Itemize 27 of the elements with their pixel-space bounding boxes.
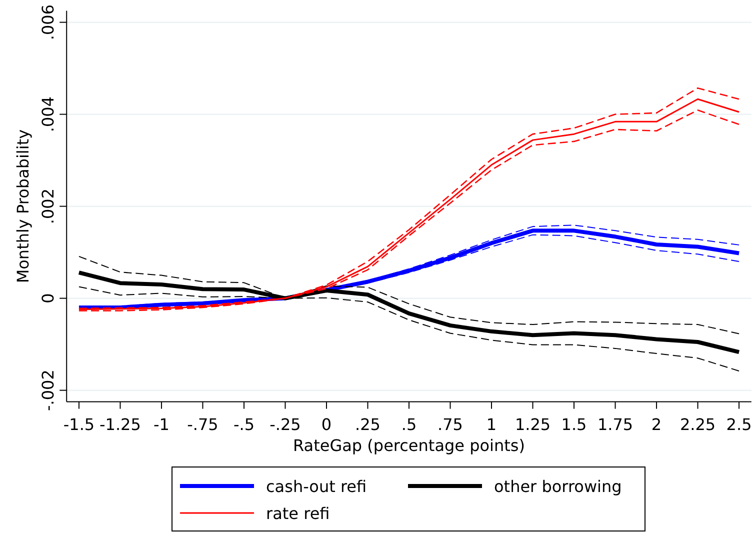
x-tick-label: -.75 — [187, 415, 218, 434]
x-tick-label: .75 — [438, 415, 463, 434]
x-tick-label: 0 — [321, 415, 332, 434]
y-tick-label: .004 — [38, 96, 58, 132]
y-tick-label: .006 — [38, 4, 58, 40]
x-tick-label: 1.25 — [514, 415, 551, 434]
y-tick-label: .002 — [38, 188, 58, 224]
x-tick-label: .5 — [401, 415, 417, 434]
x-tick-label: 1 — [486, 415, 497, 434]
x-tick-label: 2.5 — [726, 415, 752, 434]
x-tick-label: -1 — [154, 415, 170, 434]
y-tick-label: -.002 — [38, 370, 58, 412]
x-tick-label: 1.75 — [597, 415, 634, 434]
legend-label: rate refi — [266, 504, 330, 523]
x-tick-label: -.25 — [270, 415, 301, 434]
x-axis-title: RateGap (percentage points) — [293, 436, 525, 455]
legend-label: other borrowing — [494, 477, 622, 496]
y-tick-label: 0 — [38, 293, 58, 304]
x-tick-label: .25 — [355, 415, 380, 434]
legend-label: cash-out refi — [266, 477, 367, 496]
x-tick-label: 2 — [651, 415, 662, 434]
x-tick-label: -1.25 — [100, 415, 141, 434]
x-tick-label: 1.5 — [561, 415, 587, 434]
y-axis-title: Monthly Probability — [14, 129, 33, 284]
x-tick-label: 2.25 — [680, 415, 716, 434]
x-tick-label: -1.5 — [63, 415, 95, 434]
x-tick-label: -.5 — [233, 415, 255, 434]
